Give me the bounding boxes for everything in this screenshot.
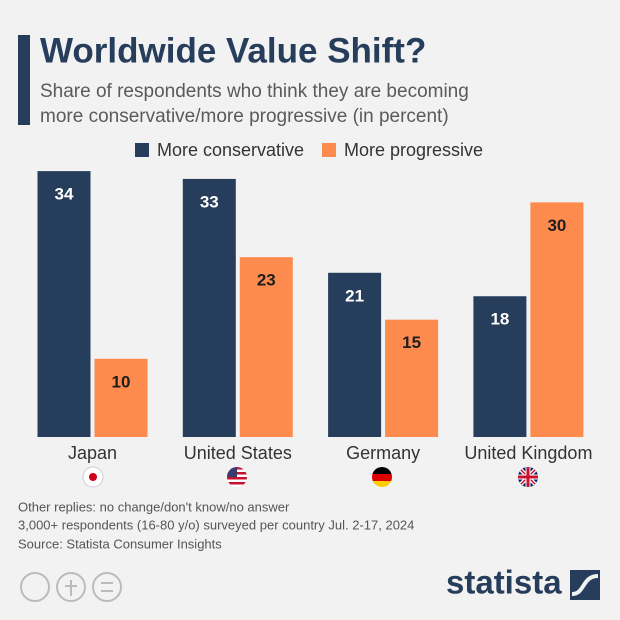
bar	[239, 257, 293, 437]
value-label: 21	[345, 286, 364, 305]
license-icons	[20, 572, 122, 602]
value-label: 18	[490, 310, 509, 329]
bar	[182, 178, 236, 437]
value-label: 30	[547, 216, 566, 235]
bar	[328, 272, 382, 437]
subtitle: Share of respondents who think they are …	[40, 81, 469, 102]
bar	[530, 202, 584, 437]
flags	[82, 466, 538, 488]
flag-japan	[82, 466, 104, 488]
flag-germany	[372, 467, 392, 487]
note: 3,000+ respondents (16-80 y/o) surveyed …	[18, 517, 414, 532]
value-label: 33	[200, 192, 219, 211]
bar	[94, 358, 148, 437]
title-accent	[18, 35, 30, 125]
legend-swatch	[322, 143, 336, 157]
x-tick-label: Germany	[346, 443, 420, 463]
chart-title: Worldwide Value Shift?	[40, 31, 426, 70]
value-label: 15	[402, 333, 421, 352]
value-label: 23	[257, 271, 276, 290]
logo-icon	[570, 570, 600, 600]
subtitle: more conservative/more progressive (in p…	[40, 106, 449, 127]
bar	[385, 319, 439, 437]
x-tick-label: Japan	[68, 443, 117, 463]
legend-swatch	[135, 143, 149, 157]
legend-label: More conservative	[157, 140, 304, 160]
bar	[37, 171, 91, 437]
x-tick-label: United States	[184, 443, 292, 463]
note: Other replies: no change/don't know/no a…	[18, 499, 290, 514]
flag-uk	[518, 467, 538, 487]
legend-label: More progressive	[344, 140, 483, 160]
x-tick-label: United Kingdom	[464, 443, 592, 463]
bar	[473, 296, 527, 437]
value-label: 34	[55, 185, 74, 204]
value-label: 10	[112, 372, 131, 391]
source: Source: Statista Consumer Insights	[18, 536, 222, 551]
flag-us	[227, 467, 247, 487]
logo: statista	[446, 564, 562, 601]
